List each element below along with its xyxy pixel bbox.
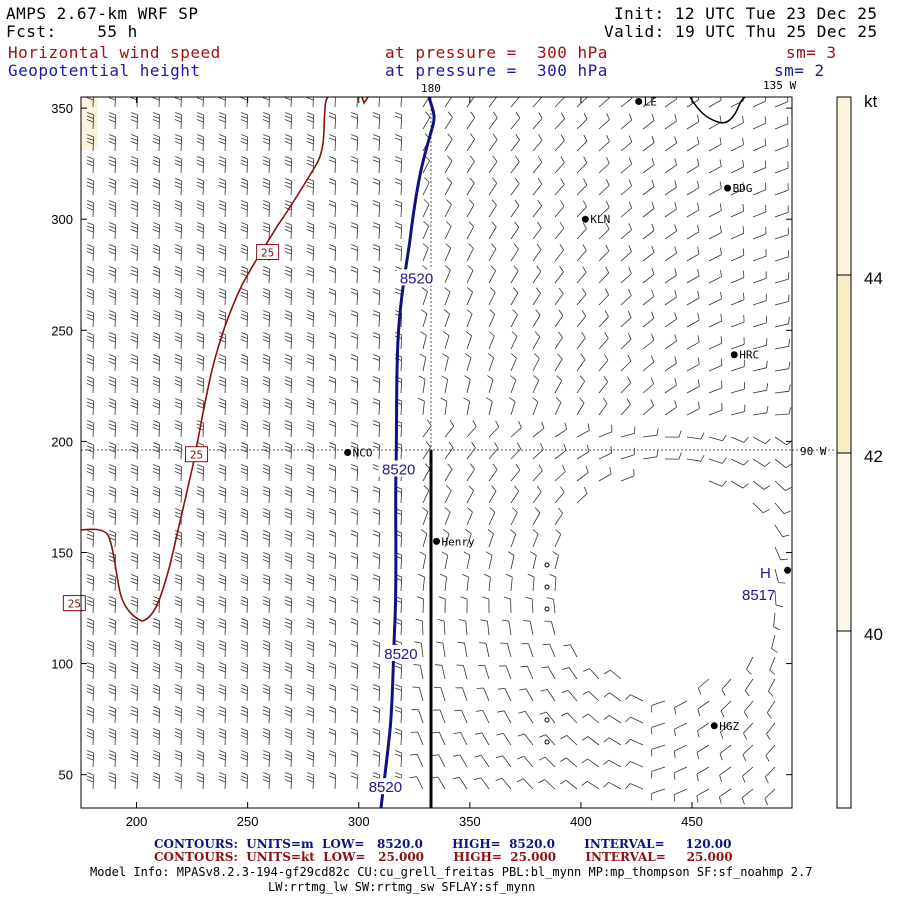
station-label: LE xyxy=(644,95,657,108)
colorbar-segment-4 xyxy=(837,631,851,808)
colorbar-segment-2 xyxy=(837,275,851,453)
speed-contour-labels: 25 25 25 xyxy=(62,244,280,612)
meridian-label-90w: 90 W xyxy=(800,445,827,458)
colorbar-label-44: 44 xyxy=(864,269,883,288)
map-frame xyxy=(80,96,793,809)
model-info: Model Info: MPASv8.2.3-194-gf29cd82c CU:… xyxy=(90,865,813,879)
station-dot xyxy=(344,449,352,456)
field1-name: Horizontal wind speed xyxy=(8,43,221,62)
y-axis-ticks: 350 300 250 200 150 100 50 xyxy=(51,101,792,783)
model-title: AMPS 2.67-km WRF SP xyxy=(6,4,199,23)
meridian-label-180: 180 xyxy=(421,82,441,95)
station-label: NCO xyxy=(353,447,373,460)
x-tick-label: 300 xyxy=(348,814,370,829)
station-dot xyxy=(635,97,643,105)
forecast-hour: Fcst: 55 h xyxy=(6,22,138,41)
x-axis-ticks: 200 250 300 350 400 450 xyxy=(126,97,703,829)
station-label: Henry xyxy=(442,535,475,548)
footer-height-contours: CONTOURS: UNITS=m LOW= 8520.0 HIGH= 8520… xyxy=(154,837,732,851)
station-label: HGZ xyxy=(719,720,739,733)
wind-barbs xyxy=(86,97,792,806)
colorbar-segment-1 xyxy=(837,97,851,275)
meridian-label-135w: 135 W xyxy=(763,79,796,92)
height-contour-label: 8520 xyxy=(369,779,402,796)
height-contour xyxy=(379,97,436,808)
y-tick-label: 150 xyxy=(51,545,73,560)
height-contour-label: 8520 xyxy=(400,270,433,287)
colorbar-label-40: 40 xyxy=(864,625,883,644)
height-contour-labels: 8520 8520 8520 8520 xyxy=(365,269,437,796)
field1-level: at pressure = 300 hPa xyxy=(385,43,608,62)
station-label: HRC xyxy=(739,349,759,362)
high-center-value: 8517 xyxy=(742,587,775,604)
station-dot xyxy=(730,351,738,359)
station-label: BDG xyxy=(733,182,753,195)
speed-label-box xyxy=(185,446,209,463)
wind-speed-fill-patch xyxy=(81,97,98,150)
speed-label-box xyxy=(62,595,86,612)
colorbar-label-42: 42 xyxy=(864,447,883,466)
wind-speed-contour xyxy=(81,97,329,622)
height-contour-label: 8520 xyxy=(382,461,415,478)
y-tick-label: 100 xyxy=(51,657,73,672)
speed-contour-label: 25 xyxy=(190,449,203,462)
y-tick-label: 250 xyxy=(51,323,73,338)
x-tick-label: 400 xyxy=(570,814,592,829)
station-dot xyxy=(784,566,792,574)
stations: LE BDG KLN HRC NCO Henry HGZ xyxy=(344,95,792,733)
init-time: Init: 12 UTC Tue 23 Dec 25 xyxy=(614,4,878,23)
station-dot xyxy=(433,537,440,545)
wind-barb-field xyxy=(86,97,792,806)
field2-level: at pressure = 300 hPa xyxy=(385,61,608,80)
speed-label-box xyxy=(256,244,280,261)
field2-smoothing: sm= 2 xyxy=(774,61,825,80)
height-label-bg xyxy=(380,644,421,661)
high-center-symbol: H xyxy=(760,565,771,582)
x-tick-label: 350 xyxy=(459,814,481,829)
y-tick-label: 300 xyxy=(51,212,73,227)
speed-contour-label: 25 xyxy=(68,598,81,611)
station-dot xyxy=(710,722,718,730)
station-dot xyxy=(581,215,589,223)
x-tick-label: 250 xyxy=(237,814,259,829)
colorbar-segment-3 xyxy=(837,453,851,631)
x-tick-label: 200 xyxy=(126,814,148,829)
coastline xyxy=(689,97,746,124)
station-dot xyxy=(724,184,732,192)
height-label-bg xyxy=(365,778,406,795)
height-contour-label: 8520 xyxy=(384,646,417,663)
field2-name: Geopotential height xyxy=(8,61,201,80)
y-tick-label: 200 xyxy=(51,434,73,449)
colorbar-unit: kt xyxy=(864,92,878,111)
y-tick-label: 350 xyxy=(51,101,73,116)
field1-smoothing: sm= 3 xyxy=(786,43,837,62)
height-label-bg xyxy=(378,460,419,477)
height-label-bg xyxy=(396,269,437,286)
calm-wind-markers xyxy=(544,562,550,745)
station-label: KLN xyxy=(590,213,610,226)
y-tick-label: 50 xyxy=(59,768,73,783)
x-tick-label: 450 xyxy=(681,814,703,829)
model-info-line2: LW:rrtmg_lw SW:rrtmg_sw SFLAY:sf_mynn xyxy=(268,880,536,894)
speed-contour-label: 25 xyxy=(261,247,274,260)
valid-time: Valid: 19 UTC Thu 25 Dec 25 xyxy=(604,22,878,41)
footer-speed-contours: CONTOURS: UNITS=kt LOW= 25.000 HIGH= 25.… xyxy=(154,850,733,864)
